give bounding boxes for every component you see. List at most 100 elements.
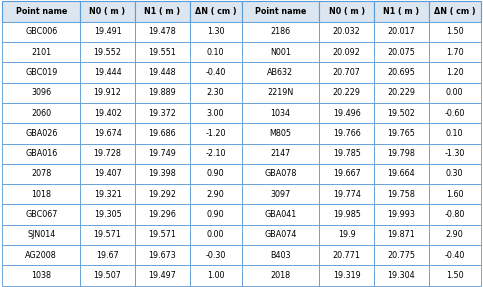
Bar [190,204,242,225]
Text: 19.674: 19.674 [94,129,121,138]
Bar [429,204,481,225]
Text: 20.695: 20.695 [387,68,415,77]
Bar [190,144,242,164]
Bar [190,62,242,83]
Text: -2.10: -2.10 [205,149,226,158]
Text: 19.67: 19.67 [96,251,119,260]
Text: 3097: 3097 [270,190,290,199]
Bar [80,22,135,42]
Text: 19.372: 19.372 [148,108,176,118]
Bar [319,1,374,22]
Text: 1.20: 1.20 [446,68,464,77]
Bar [135,1,190,22]
Bar [374,42,429,62]
Text: 19.871: 19.871 [387,230,415,239]
Bar [429,164,481,184]
Bar [319,265,374,286]
Text: 3096: 3096 [31,88,51,97]
Bar [2,123,80,144]
Bar [429,123,481,144]
Bar [2,245,80,265]
Bar [190,265,242,286]
Bar [429,225,481,245]
Bar [429,42,481,62]
Text: 2078: 2078 [31,169,51,179]
Bar [190,83,242,103]
Bar [374,265,429,286]
Bar [190,164,242,184]
Bar [135,204,190,225]
Text: 19.502: 19.502 [387,108,415,118]
Text: 20.229: 20.229 [333,88,361,97]
Bar [2,265,80,286]
Bar [319,245,374,265]
Bar [429,144,481,164]
Bar [242,42,319,62]
Bar [319,83,374,103]
Bar [190,22,242,42]
Bar [429,265,481,286]
Text: 19.785: 19.785 [333,149,361,158]
Text: 2147: 2147 [270,149,290,158]
Text: 0.10: 0.10 [207,48,224,57]
Text: 1018: 1018 [31,190,51,199]
Bar [429,62,481,83]
Text: 19.478: 19.478 [148,27,176,36]
Text: 2.90: 2.90 [446,230,464,239]
Text: 19.304: 19.304 [387,271,415,280]
Bar [80,123,135,144]
Bar [135,164,190,184]
Text: 0.90: 0.90 [207,169,225,179]
Text: -0.40: -0.40 [444,251,465,260]
Text: 0.10: 0.10 [446,129,463,138]
Bar [242,103,319,123]
Bar [242,144,319,164]
Bar [242,204,319,225]
Text: 0.90: 0.90 [207,210,225,219]
Text: 20.771: 20.771 [333,251,361,260]
Text: 19.765: 19.765 [387,129,415,138]
Bar [374,245,429,265]
Text: GBA078: GBA078 [264,169,297,179]
Text: -0.40: -0.40 [205,68,226,77]
Text: -0.60: -0.60 [444,108,465,118]
Text: 0.30: 0.30 [446,169,463,179]
Text: GBC019: GBC019 [25,68,57,77]
Text: 19.398: 19.398 [148,169,176,179]
Bar [374,164,429,184]
Bar [80,144,135,164]
Bar [242,83,319,103]
Bar [374,83,429,103]
Bar [242,245,319,265]
Text: AB632: AB632 [267,68,294,77]
Text: 2101: 2101 [31,48,51,57]
Text: 19.889: 19.889 [148,88,176,97]
Text: 1.00: 1.00 [207,271,224,280]
Bar [319,123,374,144]
Bar [135,184,190,204]
Text: N0 ( m ): N0 ( m ) [328,7,365,16]
Text: 19.571: 19.571 [148,230,176,239]
Text: 19.774: 19.774 [333,190,361,199]
Bar [242,184,319,204]
Text: 2060: 2060 [31,108,51,118]
Bar [374,123,429,144]
Bar [190,184,242,204]
Bar [135,62,190,83]
Text: 19.728: 19.728 [94,149,122,158]
Bar [135,123,190,144]
Bar [135,225,190,245]
Text: N1 ( m ): N1 ( m ) [144,7,180,16]
Bar [429,22,481,42]
Text: 19.496: 19.496 [333,108,360,118]
Text: 19.912: 19.912 [94,88,122,97]
Bar [80,204,135,225]
Bar [80,265,135,286]
Text: 2186: 2186 [270,27,290,36]
Bar [319,204,374,225]
Text: -1.20: -1.20 [205,129,226,138]
Bar [242,22,319,42]
Bar [2,164,80,184]
Bar [2,225,80,245]
Bar [135,22,190,42]
